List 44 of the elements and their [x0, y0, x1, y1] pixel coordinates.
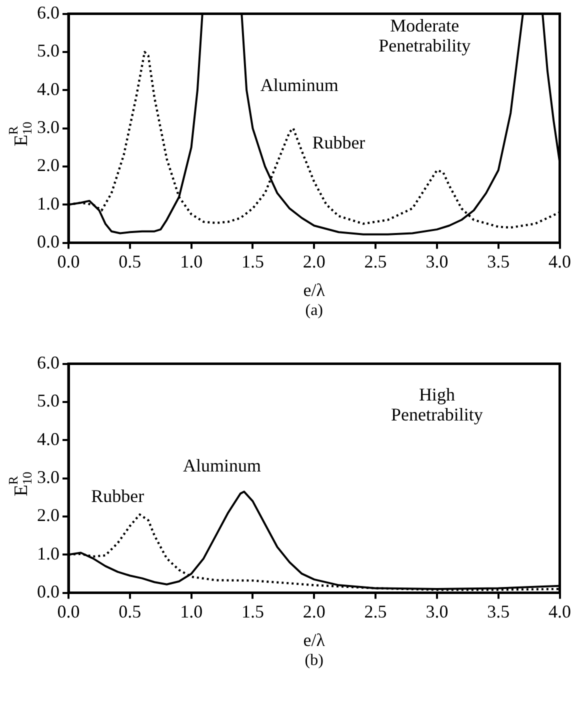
y-tick-label: 6.0	[37, 352, 60, 373]
text: (a)	[305, 302, 324, 320]
y-axis-title: ER10	[5, 472, 34, 496]
x-tick-label: 2.0	[302, 251, 326, 272]
x-tick-label: 4.0	[548, 601, 571, 622]
x-tick-label: 0.5	[118, 251, 142, 272]
y-tick-label: 2.0	[37, 505, 60, 526]
x-tick-label: 3.5	[487, 251, 510, 272]
x-tick-label: 2.5	[364, 601, 387, 622]
x-tick-label: 3.0	[426, 251, 448, 272]
x-tick-label: 1.5	[241, 251, 264, 272]
y-tick-label: 4.0	[37, 428, 60, 449]
annotation: Aluminum	[183, 456, 262, 476]
x-tick-label: 2.0	[302, 601, 326, 622]
y-tick-label: 1.0	[37, 543, 60, 564]
x-tick-label: 3.5	[487, 601, 510, 622]
x-tick-label: 4.0	[548, 251, 571, 272]
y-axis-title: ER10	[5, 122, 34, 146]
text: (b)	[304, 652, 324, 670]
x-tick-label: 1.5	[241, 601, 264, 622]
x-tick-label: 0.0	[57, 251, 80, 272]
y-tick-label: 5.0	[37, 40, 60, 61]
annotation: Rubber	[312, 132, 366, 152]
x-tick-label: 3.0	[426, 601, 448, 622]
x-tick-label: 2.5	[364, 251, 387, 272]
y-tick-label: 4.0	[37, 78, 60, 99]
y-tick-label: 6.0	[37, 2, 60, 23]
y-tick-label: 1.0	[37, 193, 60, 214]
y-tick-label: 0.0	[37, 232, 60, 252]
x-tick-label: 1.0	[180, 251, 203, 272]
y-tick-label: 0.0	[37, 582, 60, 602]
y-tick-label: 3.0	[37, 467, 60, 488]
annotation: High Penetrability	[390, 384, 483, 424]
x-tick-label: 1.0	[180, 601, 203, 622]
x-axis-title: e/λ	[303, 630, 326, 650]
y-tick-label: 5.0	[37, 390, 60, 411]
x-axis-title: e/λ	[303, 280, 326, 300]
annotation: Rubber	[91, 486, 144, 506]
y-tick-label: 3.0	[37, 117, 60, 138]
x-tick-label: 0.5	[118, 601, 142, 622]
annotation: Moderate Penetrability	[378, 15, 471, 56]
y-tick-label: 2.0	[37, 155, 60, 176]
x-tick-label: 0.0	[57, 601, 80, 622]
annotation: Aluminum	[260, 75, 338, 96]
